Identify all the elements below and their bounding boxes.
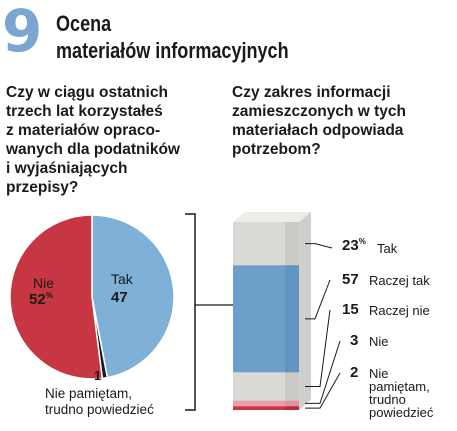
bar-value-tak-number: 23 (342, 237, 359, 254)
bar-value-tak: 23% (342, 237, 366, 254)
leader-line-nie (305, 340, 341, 404)
bar-segment-nie-side (285, 400, 299, 407)
pie-label-nie-pamietam: Nie pamiętam, trudno powiedzieć (45, 386, 154, 418)
bar-segment-nie-pamietam-side (285, 406, 299, 410)
leader-line-tak (305, 243, 333, 249)
chart-title-line-1: Ocena (56, 11, 112, 36)
leader-line-nie-pamietam (305, 372, 341, 409)
chart-title-line-2: materiałów informacyjnych (56, 38, 289, 63)
left-question-line: Czy w ciągu ostatnich (6, 84, 168, 101)
right-question: Czy zakres informacji zamieszczonych w t… (232, 83, 406, 159)
left-question-line: i wyjaśniających (6, 160, 128, 177)
leader-line-raczej-nie (305, 309, 331, 387)
right-question-line: materiałach odpowiada (232, 122, 404, 139)
bar-label-nie-pamietam: Nie pamiętam, trudno powiedzieć (369, 367, 433, 419)
bar-segment-raczej-tak-side (285, 265, 299, 373)
right-question-line: zamieszczonych w tych (232, 103, 407, 120)
pie-value-tak: 47 (111, 289, 128, 306)
bar-segment-raczej-nie-side (285, 372, 299, 401)
bar-value-nie: 3 (350, 332, 359, 349)
bar-value-raczej-nie: 15 (342, 301, 359, 318)
connector-bracket (185, 213, 196, 411)
bar-label-raczej-tak: Raczej tak (369, 273, 430, 288)
bar-label-tak: Tak (377, 241, 398, 256)
pie-slice-nie (9, 214, 104, 380)
infographic-number: 9 (2, 0, 43, 65)
right-question-line: Czy zakres informacji (232, 84, 391, 101)
bar-segment-nie (233, 400, 299, 407)
pie-value-nie-number: 52 (29, 291, 46, 308)
left-question-line: wanych dla podatników (6, 141, 180, 158)
bar-value-nie-pamietam: 2 (350, 364, 359, 381)
leader-line-raczej-tak (305, 279, 331, 320)
bar-label-nie-pamietam-line: pamiętam, (369, 379, 430, 394)
bar-label-raczej-nie: Raczej nie (369, 303, 430, 318)
bar-label-nie-pamietam-line: trudno (369, 392, 406, 407)
pie-value-nie-pamietam: 1 (94, 368, 102, 383)
right-question-line: potrzebom? (232, 141, 321, 158)
pie-label-nie-pamietam-line: Nie pamiętam, (45, 386, 133, 401)
left-question-line: przepisy? (6, 179, 79, 196)
pie-label-nie: Nie (33, 275, 55, 291)
bar-segment-tak-side (285, 222, 299, 266)
left-question-line: trzech lat korzystałeś (6, 103, 163, 120)
percent-sign: % (358, 237, 366, 246)
left-question-line: z materiałów opraco- (6, 122, 161, 139)
bar-label-nie-pamietam-line: powiedzieć (369, 405, 434, 420)
pie-slice-tak (91, 214, 175, 379)
pie-label-tak: Tak (111, 271, 133, 287)
left-question: Czy w ciągu ostatnich trzech lat korzyst… (6, 83, 180, 197)
bar-label-nie: Nie (369, 334, 389, 349)
bar-segment-nie-pamietam (233, 406, 299, 410)
bar-value-raczej-tak: 57 (342, 271, 359, 288)
percent-sign: % (45, 291, 53, 300)
bar-top-face (233, 212, 311, 222)
bar-label-nie-pamietam-line: Nie (369, 366, 389, 381)
pie-label-nie-pamietam-line: trudno powiedzieć (45, 402, 154, 417)
pie-value-nie: 52% (29, 291, 53, 308)
bar-side-face (299, 212, 311, 410)
